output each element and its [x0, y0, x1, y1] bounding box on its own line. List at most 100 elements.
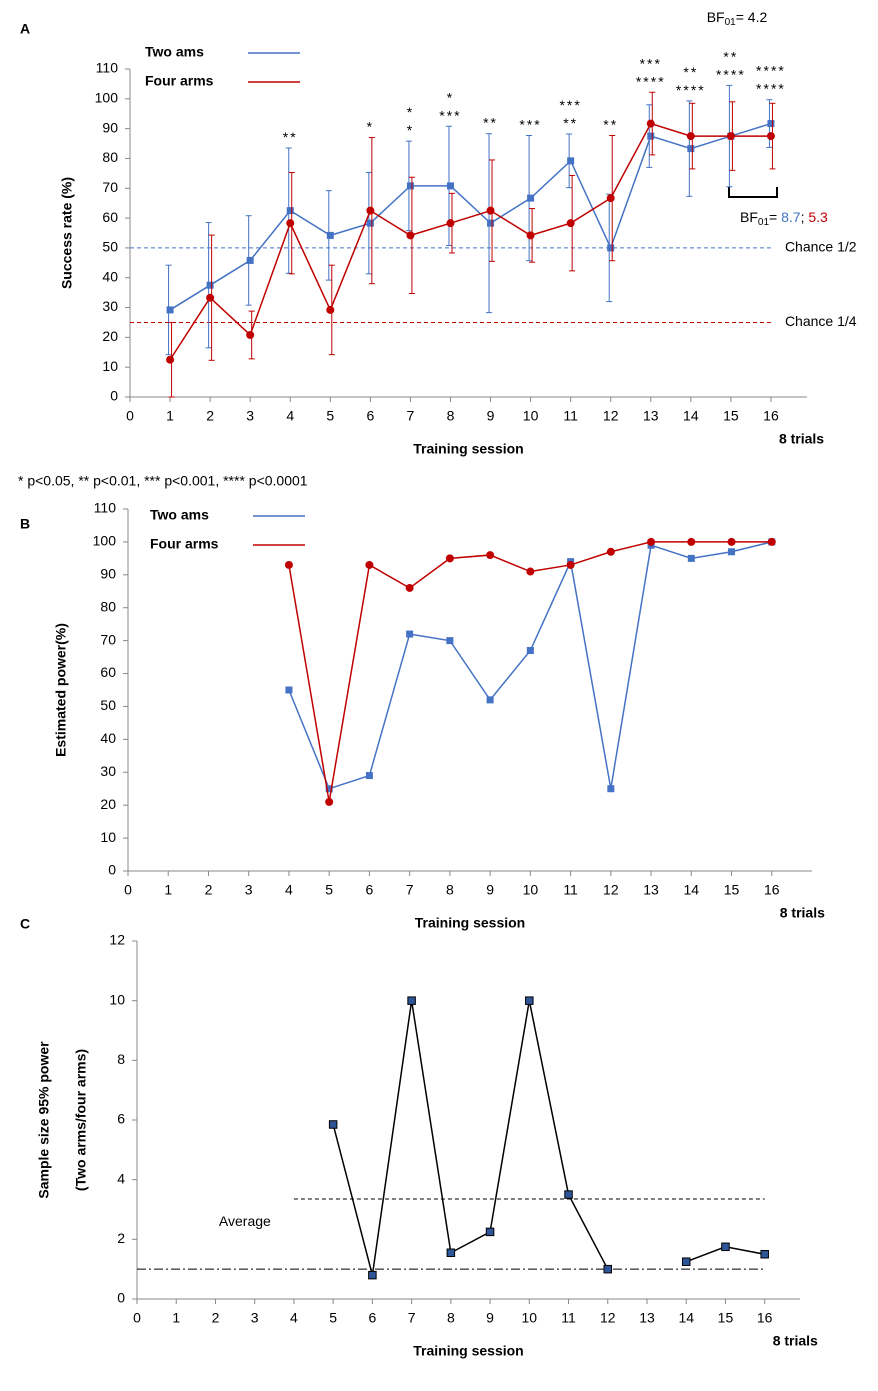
x-tick-label: 7: [406, 882, 414, 898]
y-axis-title: Estimated power(%): [53, 623, 69, 757]
point: [566, 560, 575, 569]
x-tick-label: 12: [603, 882, 619, 898]
point: [564, 1190, 573, 1199]
y-tick-label: 110: [94, 500, 117, 516]
point: [286, 207, 294, 215]
point: [767, 537, 776, 546]
point: [328, 1120, 338, 1129]
significance-stars: **: [283, 129, 298, 145]
x-tick-label: 1: [172, 1310, 180, 1326]
y-tick-label: 30: [100, 763, 116, 779]
y-tick-label: 6: [117, 1111, 125, 1127]
y-tick-label: 80: [100, 598, 116, 614]
panel-label: A: [20, 21, 30, 37]
point: [687, 145, 695, 153]
x-tick-label: 15: [724, 882, 740, 898]
x-tick-label: 16: [757, 1310, 773, 1326]
point: [446, 637, 454, 645]
x-tick-label: 9: [486, 1310, 494, 1326]
point: [206, 293, 215, 302]
bf-prefix: BF: [740, 209, 758, 225]
point: [567, 157, 575, 165]
significance-stars: *: [407, 104, 414, 120]
point: [486, 696, 494, 704]
significance-stars: ****: [636, 73, 666, 89]
significance-stars: ***: [439, 107, 461, 123]
significance-stars: *: [447, 89, 454, 105]
bf-eq: =: [769, 209, 781, 225]
y-tick-label: 4: [117, 1170, 125, 1186]
x-tick-label: 9: [487, 408, 495, 424]
significance-stars: ***: [519, 116, 541, 132]
bf-value: = 4.2: [736, 9, 768, 25]
point: [446, 1248, 456, 1258]
point: [726, 132, 735, 141]
point: [681, 1257, 691, 1266]
x-tick-label: 4: [285, 882, 293, 898]
point: [365, 772, 373, 780]
point: [446, 182, 454, 190]
x-tick-label: 0: [133, 1310, 141, 1326]
x-tick-label: 1: [164, 882, 172, 898]
point: [368, 1270, 377, 1280]
point: [766, 132, 775, 141]
reference-label: Chance 1/2: [785, 239, 857, 255]
bf-prefix: BF: [707, 9, 725, 25]
point: [721, 1242, 730, 1252]
y-tick-label: 0: [108, 862, 116, 878]
point: [166, 306, 174, 314]
x-note: 8 trials: [780, 905, 825, 921]
x-tick-label: 7: [408, 1310, 416, 1326]
x-tick-label: 2: [205, 882, 213, 898]
significance-stars: **: [603, 116, 618, 132]
x-tick-label: 2: [206, 408, 214, 424]
point: [286, 219, 295, 228]
y-tick-label: 10: [109, 991, 125, 1007]
series-line: [169, 122, 772, 311]
point: [566, 219, 575, 228]
x-tick-label: 10: [522, 1310, 538, 1326]
footnote: * p<0.05, ** p<0.01, *** p<0.001, **** p…: [18, 473, 308, 489]
significance-stars: ****: [756, 81, 786, 97]
point: [326, 305, 335, 314]
point: [485, 1227, 495, 1237]
series-line: [169, 122, 771, 361]
x-tick-label: 14: [683, 408, 699, 424]
x-tick-label: 16: [764, 882, 780, 898]
legend-label: Two ams: [150, 507, 209, 523]
point: [405, 583, 414, 592]
point: [446, 219, 455, 228]
y-tick-label: 20: [102, 328, 118, 344]
series-line: [288, 541, 772, 803]
point: [325, 797, 334, 806]
point: [526, 231, 535, 240]
y-tick-label: 10: [102, 358, 118, 374]
y-tick-label: 40: [100, 730, 116, 746]
point: [366, 219, 374, 227]
x-tick-label: 13: [643, 408, 659, 424]
y-axis-title: Success rate (%): [59, 177, 75, 289]
reference-label: Average: [219, 1213, 271, 1229]
x-tick-label: 0: [124, 882, 132, 898]
bayes-factor: BF01= 4.2: [707, 9, 768, 28]
point: [206, 281, 214, 289]
point: [246, 330, 255, 339]
point: [606, 194, 615, 203]
y-tick-label: 80: [102, 149, 118, 165]
panel-label: C: [20, 916, 30, 932]
x-tick-label: 3: [251, 1310, 259, 1326]
y-tick-label: 8: [117, 1051, 125, 1067]
point: [646, 119, 655, 128]
point: [647, 537, 656, 546]
bf-sub: 01: [758, 217, 770, 228]
bf-bracket-shape: [728, 187, 778, 198]
x-tick-label: 11: [561, 1310, 576, 1326]
y-tick-label: 20: [100, 796, 116, 812]
significance-stars: **: [723, 48, 738, 64]
y-tick-label: 70: [102, 179, 118, 195]
y-tick-label: 100: [93, 533, 117, 549]
y-tick-label: 110: [96, 60, 119, 76]
point: [284, 560, 293, 569]
